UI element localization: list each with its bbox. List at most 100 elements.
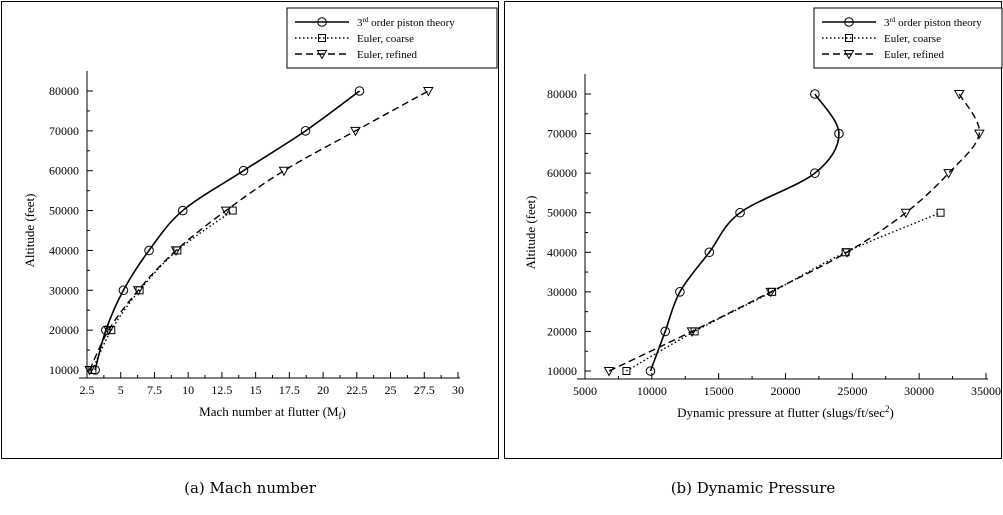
series-3rd-order-piston-theory-point-4	[177, 205, 188, 216]
series-3rd-order-piston-theory	[645, 89, 844, 376]
x-tick-label: 25000	[837, 384, 867, 398]
series-euler-refined-point-7	[953, 90, 965, 100]
y-tick-label: 40000	[547, 245, 577, 259]
caption-mach-number: (a) Mach number	[184, 479, 316, 497]
y-tick-label: 40000	[49, 243, 79, 257]
chart-frame	[504, 1, 1002, 459]
legend-item-3rd-order-piston-theory-label: 3rd order piston theory	[357, 16, 455, 29]
x-tick-label: 30000	[904, 384, 934, 398]
chart-mach-number: 10000 20000 30000 40000 50000 60000 70000 80000…	[1, 1, 499, 459]
x-tick-label: 5	[118, 383, 124, 397]
chart-frame	[1, 1, 499, 459]
chart-panel-mach: 10000 20000 30000 40000 50000 60000 70000 80000…	[0, 0, 500, 460]
x-tick-label: 25	[385, 383, 397, 397]
legend-item-3rd-order-piston-theory-point-0	[317, 17, 327, 27]
series-3rd-order-piston-theory-point-7	[354, 86, 365, 96]
chart-panel-dynamic-pressure: 10000 20000 30000 40000 50000 60000 70000 80000…	[503, 0, 1003, 460]
x-tick-label: 2.5	[80, 383, 95, 397]
series-euler-refined-point-0	[84, 366, 96, 376]
series-euler-refined-line	[608, 93, 981, 372]
y-tick-label: 80000	[547, 87, 577, 101]
y-tick-label: 70000	[49, 124, 79, 138]
legend-item-euler-refined: Euler, refined	[295, 49, 418, 61]
x-tick-label: 30	[452, 383, 464, 397]
series-3rd-order-piston-theory-point-3	[144, 245, 154, 256]
y-tick-label: 10000	[547, 364, 577, 378]
x-tick-label: 17.5	[279, 383, 300, 397]
series-euler-refined-point-2	[132, 286, 144, 296]
series-euler-refined-point-1	[103, 326, 114, 336]
series-euler-refined-point-3	[170, 246, 182, 256]
legend-item-euler-refined-point-0	[316, 50, 328, 60]
y-tick-label: 60000	[547, 166, 577, 180]
series-3rd-order-piston-theory-point-7	[810, 89, 820, 99]
series-3rd-order-piston-theory-point-4	[735, 207, 745, 218]
x-tick-label: 10000	[637, 384, 667, 398]
series-euler-refined-point-4	[900, 208, 912, 219]
legend-item-euler-refined: Euler, refined	[822, 49, 945, 61]
series-euler-refined-line	[89, 90, 429, 371]
series-3rd-order-piston-theory-point-0	[645, 366, 656, 376]
series-euler-coarse-point-0	[622, 367, 631, 375]
series-3rd-order-piston-theory-point-6	[834, 128, 844, 139]
legend-item-euler-coarse-label: Euler, coarse	[357, 33, 414, 45]
x-tick-label: 20	[317, 383, 329, 397]
legend-item-3rd-order-piston-theory-label: 3rd order piston theory	[884, 16, 982, 29]
legend-item-euler-coarse: Euler, coarse	[295, 33, 414, 45]
series-3rd-order-piston-theory-point-5	[810, 168, 820, 178]
x-tick-label: 20000	[771, 384, 801, 398]
series-3rd-order-piston-theory-line	[94, 90, 360, 371]
series-euler-coarse-point-4	[936, 208, 945, 217]
legend-item-euler-coarse: Euler, coarse	[822, 33, 941, 45]
series-3rd-order-piston-theory-point-3	[704, 247, 715, 258]
y-tick-label: 80000	[49, 84, 79, 98]
series-3rd-order-piston-theory-line	[649, 93, 840, 372]
x-tick-label: 7.5	[147, 383, 162, 397]
series-euler-refined-point-1	[686, 327, 698, 337]
x-tick-label: 35000	[971, 384, 1001, 398]
series-euler-refined-point-6	[350, 126, 361, 137]
series-euler-coarse-line	[91, 210, 234, 371]
y-axis-label: Altitude (feet)	[22, 194, 37, 268]
series-euler-refined-point-5	[943, 169, 954, 179]
series-euler-refined	[84, 87, 434, 376]
series-euler-refined-point-7	[422, 87, 434, 97]
series-euler-coarse	[622, 208, 945, 375]
legend-item-euler-refined-label: Euler, refined	[357, 49, 418, 61]
legend-item-3rd-order-piston-theory-point-0	[844, 17, 854, 27]
legend-item-euler-coarse-point-0	[318, 34, 326, 42]
x-tick-label: 15000	[704, 384, 734, 398]
legend-item-euler-coarse-point-0	[845, 34, 853, 42]
y-tick-label: 30000	[547, 285, 577, 299]
y-tick-label: 50000	[547, 206, 577, 220]
y-tick-label: 20000	[547, 324, 577, 338]
series-euler-refined-point-3	[841, 248, 853, 258]
caption-dynamic-pressure: (b) Dynamic Pressure	[670, 479, 836, 497]
x-tick-label: 22.5	[346, 383, 367, 397]
series-euler-refined-point-2	[765, 287, 777, 298]
y-tick-label: 70000	[547, 127, 577, 141]
legend-item-3rd-order-piston-theory: 3rd order piston theory	[295, 16, 455, 29]
x-tick-label: 12.5	[211, 383, 232, 397]
chart-legend: 3rd order piston theory Euler, coarse Eule…	[813, 7, 1003, 69]
series-3rd-order-piston-theory-point-1	[660, 326, 670, 337]
series-3rd-order-piston-theory	[90, 86, 365, 375]
legend-item-euler-coarse-label: Euler, coarse	[884, 33, 941, 45]
x-axis-label: Dynamic pressure at flutter (slugs/ft/se…	[677, 404, 894, 420]
y-tick-label: 50000	[49, 204, 79, 218]
chart-legend: 3rd order piston theory Euler, coarse Eule…	[286, 7, 498, 69]
legend-item-3rd-order-piston-theory: 3rd order piston theory	[822, 16, 982, 29]
series-euler-coarse-line	[626, 212, 941, 372]
x-tick-label: 15	[250, 383, 262, 397]
series-euler-refined-point-6	[973, 129, 985, 140]
series-euler-refined-point-4	[220, 206, 232, 217]
series-euler-refined-point-5	[278, 166, 290, 177]
y-tick-label: 60000	[49, 164, 79, 178]
x-tick-label: 27.5	[414, 383, 435, 397]
y-axis-label: Altitude (feet)	[523, 196, 538, 270]
series-3rd-order-piston-theory-point-2	[118, 285, 129, 296]
x-tick-label: 10	[182, 383, 194, 397]
chart-dynamic-pressure: 10000 20000 30000 40000 50000 60000 70000 80000…	[504, 1, 1003, 459]
legend-item-euler-refined-label: Euler, refined	[884, 49, 945, 61]
y-tick-label: 30000	[49, 283, 79, 297]
